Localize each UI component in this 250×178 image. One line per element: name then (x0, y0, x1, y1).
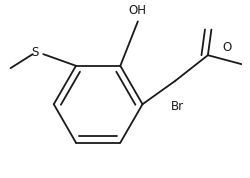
Text: Br: Br (171, 100, 184, 112)
Text: O: O (222, 41, 231, 54)
Text: OH: OH (129, 4, 147, 17)
Text: S: S (31, 46, 38, 59)
